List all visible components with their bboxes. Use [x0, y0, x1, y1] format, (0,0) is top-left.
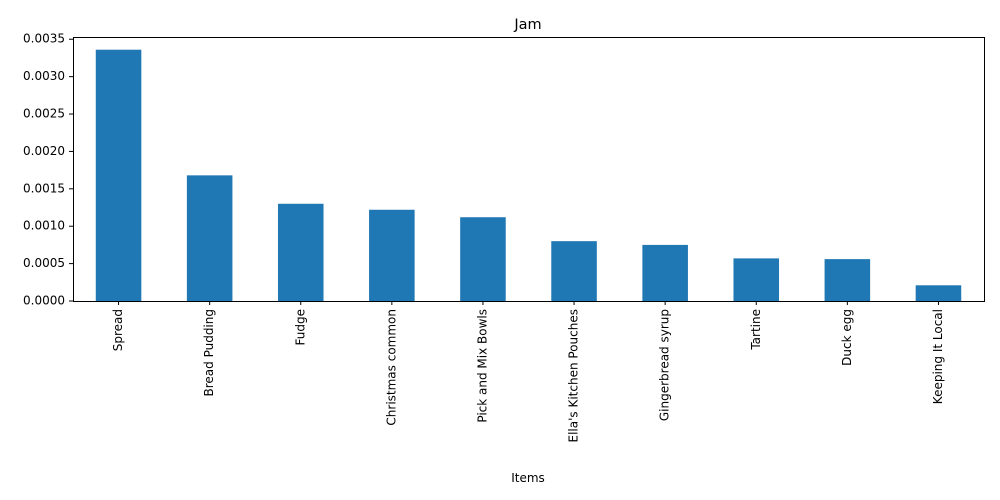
bar-5 — [551, 241, 597, 301]
y-tick-label-4: 0.0020 — [23, 144, 65, 158]
y-tick-label-6: 0.0030 — [23, 69, 65, 83]
y-tick-label-1: 0.0005 — [23, 256, 65, 270]
x-tick-label-9: Keeping It Local — [931, 309, 945, 404]
y-tick-label-5: 0.0025 — [23, 107, 65, 121]
x-tick-label-5: Ella's Kitchen Pouches — [567, 309, 581, 442]
y-tick-label-2: 0.0010 — [23, 219, 65, 233]
bar-6 — [642, 244, 688, 301]
x-tick-label-0: Spread — [111, 309, 125, 351]
x-tick-label-4: Pick and Mix Bowls — [475, 309, 489, 423]
bar-1 — [186, 175, 233, 301]
x-tick-label-2: Fudge — [293, 309, 307, 345]
y-tick-label-0: 0.0000 — [23, 294, 65, 308]
x-tick-label-8: Duck egg — [840, 309, 854, 366]
bar-0 — [95, 49, 142, 301]
bar-7 — [733, 258, 780, 301]
x-axis-label: Items — [511, 471, 545, 485]
x-axis: Spread Bread Pudding Fudge Christmas common… — [111, 301, 945, 442]
x-tick-label-7: Tartine — [749, 309, 763, 351]
bars-group — [95, 49, 962, 301]
bar-8 — [824, 259, 871, 301]
y-tick-label-7: 0.0035 — [23, 32, 65, 46]
x-tick-label-1: Bread Pudding — [202, 309, 216, 397]
x-tick-label-3: Christmas common — [384, 309, 398, 426]
bar-9 — [915, 285, 962, 301]
bar-3 — [369, 209, 415, 301]
y-axis: 0.0000 0.0005 0.0010 0.0015 0.0020 0.0025 0.00… — [23, 32, 73, 308]
y-tick-label-3: 0.0015 — [23, 181, 65, 195]
x-tick-label-6: Gingerbread syrup — [658, 309, 672, 421]
bar-2 — [277, 203, 324, 301]
plot-frame — [73, 37, 985, 302]
chart-title: Jam — [513, 17, 541, 33]
bar-4 — [460, 217, 506, 301]
